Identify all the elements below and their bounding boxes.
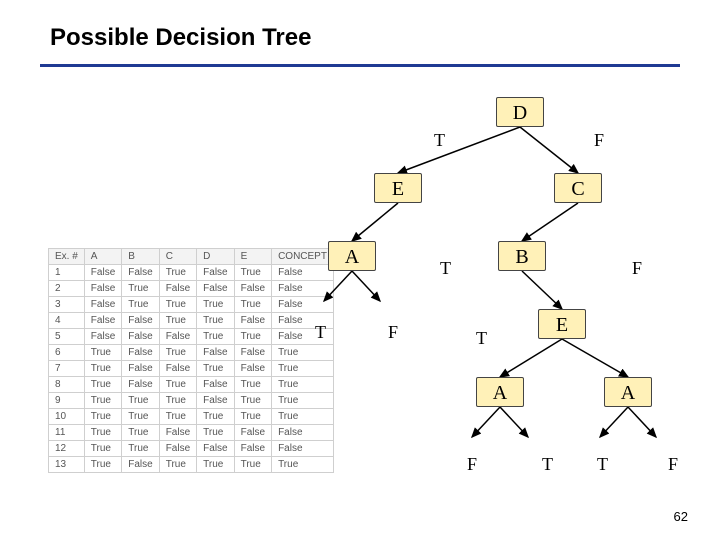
edge-label: T [597, 454, 608, 475]
tree-node: A [604, 377, 652, 407]
page-number: 62 [674, 509, 688, 524]
edge-label: T [542, 454, 553, 475]
edge-label: T [476, 328, 487, 349]
tree-node: E [374, 173, 422, 203]
tree-node: A [328, 241, 376, 271]
tree-node: D [496, 97, 544, 127]
tree-node: A [476, 377, 524, 407]
edge-label: F [668, 454, 678, 475]
edge-label: F [467, 454, 477, 475]
tree-node: C [554, 173, 602, 203]
tree-node: B [498, 241, 546, 271]
edge-label: F [594, 130, 604, 151]
edge-label: F [388, 322, 398, 343]
edge-label: T [315, 322, 326, 343]
decision-tree: D E C A B E A A T F T F T T F F T T F [0, 0, 720, 540]
tree-node: E [538, 309, 586, 339]
edge-label: T [440, 258, 451, 279]
edge-label: F [632, 258, 642, 279]
edge-label: T [434, 130, 445, 151]
